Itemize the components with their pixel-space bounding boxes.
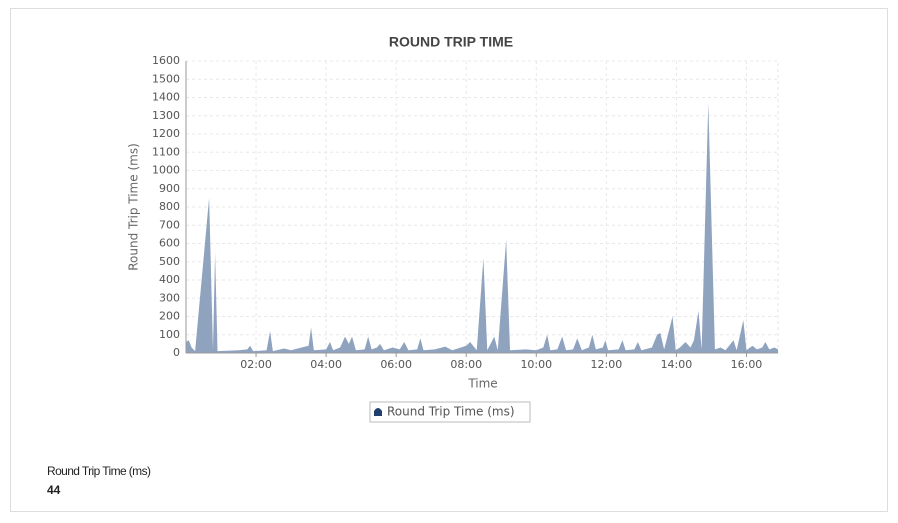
y-tick-label: 1600 [152,54,180,67]
legend-swatch [374,408,382,416]
x-tick-label: 14:00 [661,358,693,371]
x-tick-label: 04:00 [310,358,342,371]
y-tick-label: 800 [159,200,180,213]
panel [10,8,888,512]
y-tick-label: 900 [159,182,180,195]
legend [369,401,531,423]
y-tick-label: 1400 [152,91,180,104]
y-tick-label: 500 [159,255,180,268]
legend-label: Round Trip Time (ms) [387,405,515,419]
x-tick-label: 02:00 [240,358,272,371]
area [186,102,778,353]
y-tick-label: 0 [173,346,180,359]
y-tick-label: 400 [159,273,180,286]
x-axis-label: Time [467,377,497,391]
y-tick-label: 1500 [152,72,180,85]
x-tick-label: 06:00 [380,358,412,371]
summary-label: Round Trip Time (ms) [47,464,151,478]
y-tick-label: 300 [159,291,180,304]
y-tick-label: 1200 [152,127,180,140]
y-tick-label: 1100 [152,145,180,158]
x-tick-label: 16:00 [731,358,763,371]
y-tick-label: 600 [159,237,180,250]
x-tick-label: 10:00 [520,358,552,371]
y-axis-label: Round Trip Time (ms) [127,143,141,271]
y-tick-label: 1000 [152,164,180,177]
y-tick-label: 200 [159,310,180,323]
y-tick-label: 700 [159,218,180,231]
y-tick-label: 100 [159,328,180,341]
x-tick-label: 08:00 [450,358,482,371]
chart-title: ROUND TRIP TIME [389,34,513,50]
y-tick-label: 1300 [152,109,180,122]
summary-value: 44 [47,483,61,497]
x-tick-label: 12:00 [591,358,623,371]
